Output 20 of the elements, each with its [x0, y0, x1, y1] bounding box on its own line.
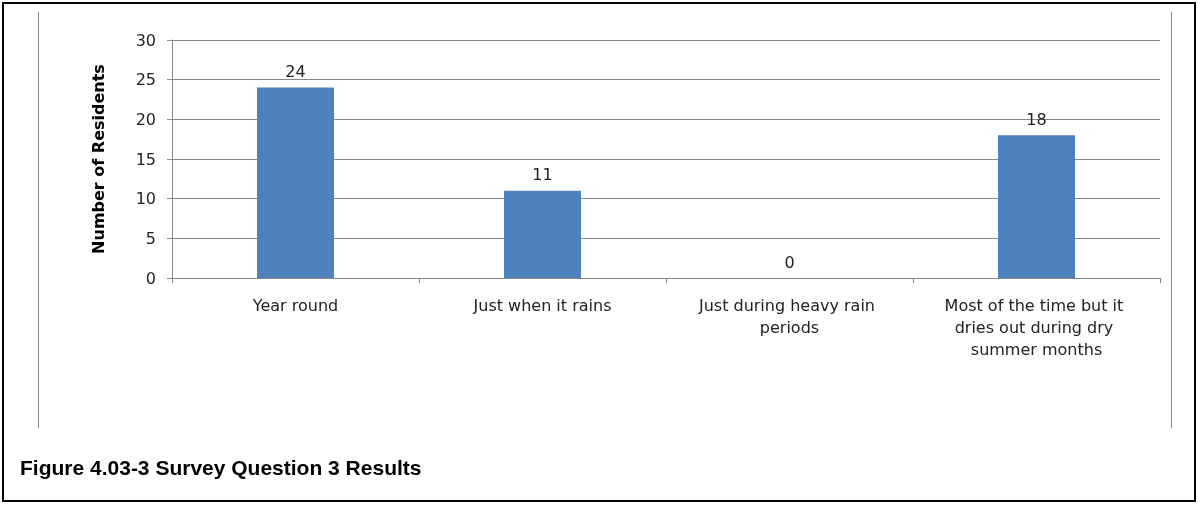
- bar: [257, 87, 334, 278]
- y-axis-title: Number of Residents: [88, 64, 108, 254]
- x-tick-label: Year round: [251, 295, 339, 315]
- y-tick-label: 10: [135, 189, 156, 209]
- x-tick-label: Just when it rains: [472, 295, 612, 315]
- y-tick-label: 0: [145, 268, 156, 288]
- data-label: 18: [1026, 109, 1047, 129]
- bar: [998, 135, 1075, 278]
- y-tick-label: 30: [135, 30, 156, 50]
- y-tick-label: 25: [135, 70, 156, 90]
- caption: Figure 4.03-3 Survey Question 3 Results: [20, 456, 422, 480]
- data-label: 11: [532, 165, 553, 185]
- bar: [504, 190, 581, 278]
- data-label: 24: [285, 62, 306, 82]
- x-tick-label: Just during heavy rain periods: [697, 295, 881, 337]
- y-tick-label: 15: [135, 149, 156, 169]
- data-label: 0: [784, 252, 795, 272]
- y-tick-label: 5: [145, 228, 156, 248]
- y-tick-label: 20: [135, 109, 156, 129]
- x-tick-label: Most of the time but it dries out during dry summer months: [944, 295, 1129, 359]
